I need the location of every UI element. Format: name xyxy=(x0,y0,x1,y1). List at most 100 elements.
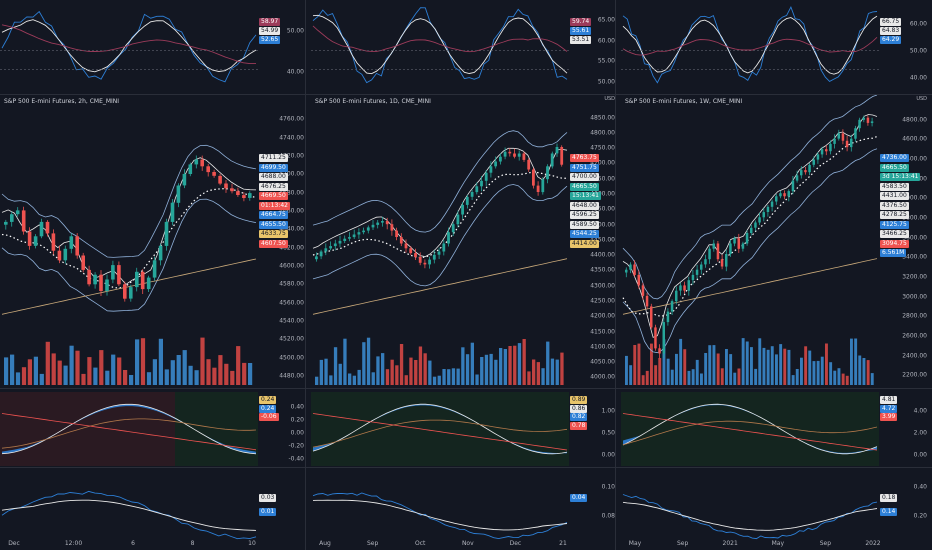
time-axis-label: Sep xyxy=(366,540,379,547)
price-axis-tick: 4620.00 xyxy=(279,244,304,251)
candle xyxy=(33,236,38,246)
macd-value-badge: 0.24 xyxy=(259,404,277,413)
candle xyxy=(841,133,845,141)
candle xyxy=(437,251,441,255)
volume-bar xyxy=(164,369,169,385)
rsi-signal-line xyxy=(1,19,257,73)
volume-bar xyxy=(352,375,356,385)
price-axis-tick: 4700.00 xyxy=(590,159,615,167)
candle xyxy=(414,253,417,257)
lower-band xyxy=(622,148,878,354)
time-axis-label: 6 xyxy=(131,540,135,547)
upper-band xyxy=(622,94,878,300)
candle xyxy=(395,230,398,237)
volume-bar xyxy=(716,353,720,385)
volume-bar xyxy=(362,342,366,385)
panel-divider xyxy=(615,0,616,550)
candle xyxy=(224,183,228,189)
volume-bar xyxy=(146,372,152,385)
volume-bar xyxy=(546,341,550,385)
candle xyxy=(762,212,765,218)
volume-bar xyxy=(494,359,498,385)
volume-bar xyxy=(766,349,770,385)
volume-bar xyxy=(117,357,122,385)
macd-background-green xyxy=(175,392,258,466)
macd-axis-tick: 1.00 xyxy=(601,407,615,415)
candle xyxy=(825,149,828,152)
candle xyxy=(725,254,728,267)
volume-bar xyxy=(770,346,774,385)
candle xyxy=(348,237,351,239)
macd-axis-tick: 0.50 xyxy=(601,429,615,437)
candle xyxy=(146,277,151,290)
volume-bar xyxy=(513,345,517,385)
ema-dotted xyxy=(1,187,257,289)
long-moving-average xyxy=(1,258,257,315)
candle xyxy=(489,166,493,173)
price-axis-tick: 4750.00 xyxy=(590,144,615,152)
candle xyxy=(465,196,469,205)
candle xyxy=(447,232,450,244)
candle xyxy=(517,153,521,157)
candle xyxy=(704,259,707,265)
price-value-badge: 4669.50 xyxy=(259,192,288,200)
price-value-badge: 3094.75 xyxy=(880,239,909,248)
candle xyxy=(93,274,97,285)
price-axis-tick: 4300.00 xyxy=(590,282,615,290)
candle xyxy=(536,185,540,192)
price-value-badge: 4583.50 xyxy=(880,182,909,191)
price-value-badge: 4278.25 xyxy=(880,211,909,219)
volume-bar xyxy=(845,375,849,385)
macd-axis-tick: 0.40 xyxy=(290,403,304,411)
price-axis-tick: 4660.00 xyxy=(279,207,304,215)
chart-plot-area[interactable] xyxy=(0,0,258,550)
candle xyxy=(550,153,554,167)
macd-line xyxy=(622,403,878,455)
candle xyxy=(658,348,661,354)
candle xyxy=(324,248,328,252)
volume-bar xyxy=(170,360,175,385)
chart-plot-area[interactable] xyxy=(621,0,879,550)
price-axis-tick: 4760.00 xyxy=(279,115,304,123)
volume-bar xyxy=(111,354,116,385)
macd-value-badge: 0.82 xyxy=(570,413,588,421)
osc-axis-tick: 0.10 xyxy=(601,483,615,490)
volume-bar xyxy=(51,353,56,385)
candle xyxy=(212,172,216,176)
volume-bar xyxy=(527,371,531,385)
volume-bar xyxy=(206,359,211,385)
volume-bar xyxy=(484,354,489,385)
time-axis-label: Dec xyxy=(8,540,20,547)
candle xyxy=(679,285,682,291)
volume-bar xyxy=(176,355,181,385)
candle xyxy=(338,240,342,244)
volume-bar xyxy=(418,346,423,385)
macd-axis-tick: -0.40 xyxy=(288,455,304,463)
time-axis-label: Sep xyxy=(819,540,832,547)
candle xyxy=(4,221,8,225)
macd-value-badge: 4.72 xyxy=(880,404,898,413)
candle xyxy=(404,243,408,249)
rsi-value-badge: 64.83 xyxy=(880,27,902,35)
candle xyxy=(791,180,795,192)
volume-bar xyxy=(236,346,241,385)
time-axis-label: May xyxy=(628,540,642,547)
volume-bar xyxy=(87,357,92,385)
chart-plot-area[interactable] xyxy=(311,0,569,550)
oscillator-line xyxy=(312,492,568,540)
candle xyxy=(333,243,337,247)
oscillator-signal-line xyxy=(312,499,568,531)
volume-bar xyxy=(376,356,380,385)
volume-bar xyxy=(390,359,394,385)
volume-bar xyxy=(754,368,758,385)
volume-bar xyxy=(140,338,146,385)
time-axis-label: 2021 xyxy=(722,540,738,547)
volume-bar xyxy=(27,359,32,385)
price-axis-tick: 2800.00 xyxy=(902,312,927,320)
volume-bar xyxy=(423,353,427,385)
candle xyxy=(866,117,870,123)
volume-bar xyxy=(329,375,333,385)
candle xyxy=(854,128,857,139)
candle xyxy=(691,274,695,281)
macd-axis-tick: 0.20 xyxy=(290,416,304,424)
